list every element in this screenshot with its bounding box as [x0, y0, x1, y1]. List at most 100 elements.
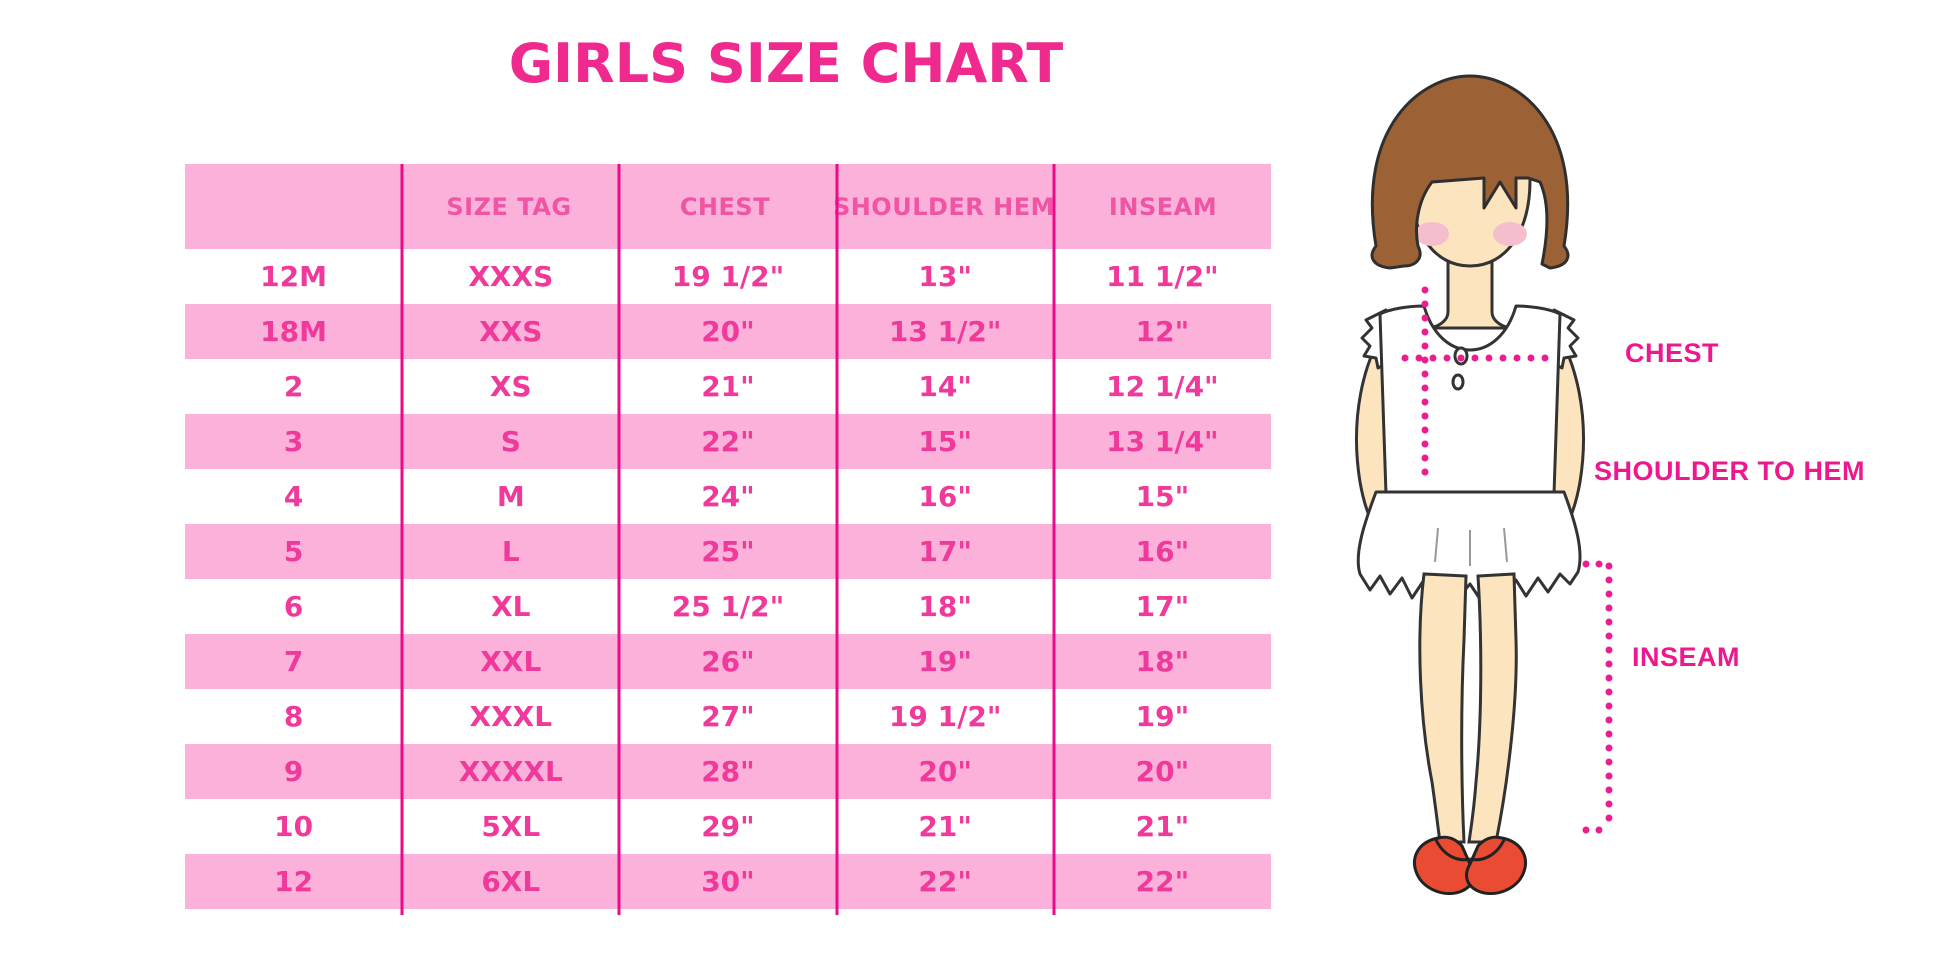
table-cell-chest: 30" [701, 865, 755, 898]
column-separator [617, 164, 621, 915]
girl-illustration [1320, 60, 1946, 973]
table-cell-size-tag: 5XL [481, 810, 541, 843]
table-cell-size-tag: XL [491, 590, 531, 623]
table-cell-chest: 26" [701, 645, 755, 678]
column-separator [400, 164, 404, 915]
table-cell-chest: 24" [701, 480, 755, 513]
left-shoe [1413, 835, 1475, 896]
table-row: 9 XXXXL 28" 20" 20" [185, 744, 1271, 799]
table-cell-shoulder-hem: 17" [918, 535, 972, 568]
table-row: 18M XXS 20" 13 1/2" 12" [185, 304, 1271, 359]
table-cell-chest: 22" [701, 425, 755, 458]
column-header-size [185, 164, 401, 249]
table-cell-inseam: 11 1/2" [1106, 260, 1219, 293]
size-table-rows: 12M XXXS 19 1/2" 13" 11 1/2" 18M XXS 20"… [185, 249, 1271, 909]
table-cell-shoulder-hem: 13" [918, 260, 972, 293]
table-cell-size-tag: XXXXL [458, 755, 563, 788]
right-shoe [1465, 835, 1527, 896]
page-title: GIRLS SIZE CHART [508, 32, 1064, 95]
table-row: 10 5XL 29" 21" 21" [185, 799, 1271, 854]
top-garment [1378, 304, 1562, 496]
table-cell-size-tag: XXXS [468, 260, 554, 293]
table-cell-size: 5 [283, 535, 304, 568]
table-row: 12 6XL 30" 22" 22" [185, 854, 1271, 909]
table-cell-size: 12M [260, 260, 327, 293]
table-cell-chest: 29" [701, 810, 755, 843]
table-header-row: SIZE TAG CHEST SHOULDER HEM INSEAM [185, 164, 1271, 249]
column-separator [835, 164, 839, 915]
table-row: 12M XXXS 19 1/2" 13" 11 1/2" [185, 249, 1271, 304]
skirt-crease-lines [1434, 527, 1508, 566]
table-cell-shoulder-hem: 20" [918, 755, 972, 788]
hair [1370, 74, 1570, 270]
table-row: 6 XL 25 1/2" 18" 17" [185, 579, 1271, 634]
table-cell-size-tag: XXXL [469, 700, 553, 733]
table-cell-shoulder-hem: 15" [918, 425, 972, 458]
table-cell-chest: 28" [701, 755, 755, 788]
shoulder-to-hem-label: SHOULDER TO HEM [1594, 456, 1866, 486]
table-cell-size-tag: XXL [480, 645, 542, 678]
girl-illustration-svg [1355, 74, 1616, 896]
table-cell-shoulder-hem: 21" [918, 810, 972, 843]
left-shoe-strap [1434, 839, 1471, 862]
column-header-shoulder-hem: SHOULDER HEM [832, 192, 1056, 221]
table-cell-size: 2 [283, 370, 304, 403]
table-cell-size: 6 [283, 590, 304, 623]
column-header-chest: CHEST [679, 192, 771, 221]
table-cell-inseam: 19" [1135, 700, 1190, 733]
table-cell-shoulder-hem: 19 1/2" [888, 700, 1002, 733]
inseam-label: INSEAM [1632, 642, 1741, 672]
table-cell-inseam: 15" [1135, 480, 1190, 513]
column-separator [1052, 164, 1056, 915]
table-cell-size-tag: XS [489, 370, 532, 403]
table-cell-shoulder-hem: 18" [918, 590, 972, 623]
left-leg [1418, 572, 1468, 844]
table-cell-size: 10 [274, 810, 314, 843]
table-cell-shoulder-hem: 14" [918, 370, 972, 403]
table-row: 5 L 25" 17" 16" [185, 524, 1271, 579]
left-blush [1415, 222, 1449, 246]
right-shoe-strap [1469, 839, 1506, 862]
right-leg [1467, 572, 1518, 844]
table-cell-size-tag: 6XL [481, 865, 541, 898]
table-cell-inseam: 12 1/4" [1106, 370, 1219, 403]
table-cell-size: 4 [283, 480, 304, 513]
table-row: 3 S 22" 15" 13 1/4" [185, 414, 1271, 469]
column-header-size-tag: SIZE TAG [446, 192, 572, 221]
table-cell-inseam: 22" [1135, 865, 1190, 898]
table-cell-shoulder-hem: 19" [918, 645, 972, 678]
table-cell-shoulder-hem: 16" [918, 480, 972, 513]
size-table: SIZE TAG CHEST SHOULDER HEM INSEAM 12M X… [185, 164, 1271, 915]
table-cell-chest: 19 1/2" [671, 260, 785, 293]
table-cell-size: 7 [283, 645, 304, 678]
table-cell-inseam: 20" [1135, 755, 1190, 788]
table-cell-size: 12 [274, 865, 314, 898]
table-cell-chest: 20" [701, 315, 755, 348]
table-cell-inseam: 21" [1135, 810, 1190, 843]
table-row: 7 XXL 26" 19" 18" [185, 634, 1271, 689]
table-cell-inseam: 18" [1135, 645, 1190, 678]
table-cell-inseam: 12" [1135, 315, 1190, 348]
table-cell-inseam: 16" [1135, 535, 1190, 568]
table-cell-shoulder-hem: 22" [918, 865, 972, 898]
table-row: 2 XS 21" 14" 12 1/4" [185, 359, 1271, 414]
table-row: 4 M 24" 16" 15" [185, 469, 1271, 524]
table-cell-chest: 21" [701, 370, 755, 403]
table-cell-inseam: 17" [1135, 590, 1190, 623]
table-cell-chest: 27" [701, 700, 755, 733]
table-cell-size-tag: M [496, 480, 525, 513]
table-cell-size-tag: S [500, 425, 521, 458]
column-header-inseam: INSEAM [1108, 192, 1218, 221]
table-cell-shoulder-hem: 13 1/2" [888, 315, 1002, 348]
table-cell-size: 9 [283, 755, 304, 788]
table-cell-size: 18M [260, 315, 327, 348]
table-cell-chest: 25 1/2" [671, 590, 785, 623]
table-cell-inseam: 13 1/4" [1106, 425, 1219, 458]
chest-label: CHEST [1625, 338, 1720, 368]
table-cell-size: 3 [283, 425, 304, 458]
table-cell-size: 8 [283, 700, 304, 733]
top-button-2 [1451, 373, 1465, 391]
table-cell-size-tag: XXS [479, 315, 543, 348]
table-cell-size-tag: L [501, 535, 520, 568]
